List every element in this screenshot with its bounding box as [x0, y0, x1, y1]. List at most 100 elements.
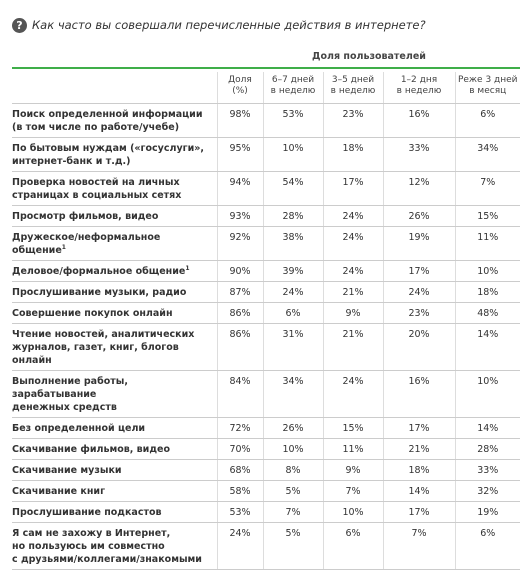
value-cell: 53%: [262, 103, 323, 138]
row-label: Выполнение работы, зарабатывание денежных…: [12, 370, 217, 418]
row-label: Скачивание фильмов, видео: [12, 438, 217, 460]
value-cell: 8%: [262, 459, 323, 481]
column-header: 1–2 дня в неделю: [382, 72, 455, 104]
value-cell: 87%: [216, 281, 263, 303]
value-cell: 14%: [454, 417, 520, 439]
value-cell: 39%: [262, 260, 323, 282]
row: Дружеское/неформальное общение1 92% 38% 24%…: [12, 226, 520, 261]
row-label-line: По бытовым нуждам («госуслуги»,: [12, 142, 205, 154]
question-text: Как часто вы совершали перечисленные дей…: [32, 18, 426, 32]
row: Скачивание книг 58% 5% 7% 14% 32%: [12, 480, 520, 502]
value-cell: 7%: [322, 480, 383, 502]
value-cell: 17%: [382, 260, 455, 282]
row-label: Я сам не захожу в Интернет, но пользуюсь …: [12, 522, 217, 570]
row-label: Дружеское/неформальное общение1: [12, 226, 217, 261]
value-cell: 12%: [382, 171, 455, 206]
value-cell: 6%: [454, 522, 520, 570]
row: По бытовым нуждам («госуслуги», интернет-…: [12, 137, 520, 172]
row-label-line: интернет-банк и т.д.): [12, 155, 131, 167]
row: Чтение новостей, аналитических журналов, …: [12, 323, 520, 371]
column-header-line: в неделю: [396, 86, 442, 96]
value-cell: 26%: [262, 417, 323, 439]
row-label: Проверка новостей на личных страницах в с…: [12, 171, 217, 206]
row-label: Скачивание музыки: [12, 459, 217, 481]
value-cell: 28%: [454, 438, 520, 460]
column-header-line: в неделю: [330, 86, 376, 96]
row-label-line: Скачивание музыки: [12, 464, 122, 476]
table-body: Поиск определенной информации (в том числ…: [12, 103, 520, 570]
column-header-line: в месяц: [469, 86, 507, 96]
page: ? Как часто вы совершали перечисленные де…: [12, 17, 520, 570]
value-cell: 24%: [382, 281, 455, 303]
value-cell: 19%: [382, 226, 455, 261]
value-cell: 7%: [262, 501, 323, 523]
column-header-line: 3–5 дней: [331, 75, 375, 85]
value-cell: 24%: [262, 281, 323, 303]
value-cell: 86%: [216, 323, 263, 371]
value-cell: 24%: [216, 522, 263, 570]
value-cell: 7%: [382, 522, 455, 570]
value-cell: 15%: [454, 205, 520, 227]
header-row: Доля (%) 6–7 дней в неделю 3–5 дней в неделю 1…: [12, 72, 520, 104]
value-cell: 23%: [322, 103, 383, 138]
value-cell: 24%: [322, 370, 383, 418]
footnote-mark: 1: [61, 243, 66, 251]
value-cell: 23%: [382, 302, 455, 324]
value-cell: 9%: [322, 459, 383, 481]
value-cell: 11%: [322, 438, 383, 460]
column-header: Реже 3 дней в месяц: [454, 72, 520, 104]
value-cell: 93%: [216, 205, 263, 227]
row-label-line: Чтение новостей, аналитических: [12, 328, 195, 340]
row-label-line: Деловое/формальное общение: [12, 265, 186, 277]
column-header-line: 6–7 дней: [271, 75, 315, 85]
row-label-line: Скачивание книг: [12, 485, 106, 497]
row-label: Прослушивание подкастов: [12, 501, 217, 523]
divider: [12, 67, 520, 69]
value-cell: 21%: [322, 281, 383, 303]
row-label-line: страницах в социальных сетях: [12, 189, 182, 201]
row: Совершение покупок онлайн 86% 6% 9% 23% 48%: [12, 302, 520, 324]
value-cell: 34%: [262, 370, 323, 418]
value-cell: 10%: [322, 501, 383, 523]
group-header: Доля пользователей: [312, 51, 426, 62]
row-label-line: с друзьями/коллегами/знакомыми: [12, 553, 202, 565]
value-cell: 32%: [454, 480, 520, 502]
value-cell: 15%: [322, 417, 383, 439]
column-header-line: Доля: [228, 75, 252, 85]
row-label: Прослушивание музыки, радио: [12, 281, 217, 303]
value-cell: 92%: [216, 226, 263, 261]
row-label-line: (в том числе по работе/учебе): [12, 121, 180, 133]
row: Прослушивание подкастов 53% 7% 10% 17% 19%: [12, 501, 520, 523]
value-cell: 17%: [382, 501, 455, 523]
value-cell: 6%: [262, 302, 323, 324]
row-label: Скачивание книг: [12, 480, 217, 502]
value-cell: 19%: [454, 501, 520, 523]
row-label-line: Прослушивание музыки, радио: [12, 286, 187, 298]
value-cell: 58%: [216, 480, 263, 502]
row: Без определенной цели 72% 26% 15% 17% 14%: [12, 417, 520, 439]
row: Поиск определенной информации (в том числ…: [12, 103, 520, 138]
value-cell: 53%: [216, 501, 263, 523]
value-cell: 38%: [262, 226, 323, 261]
row-label-line: Прослушивание подкастов: [12, 506, 162, 518]
value-cell: 7%: [454, 171, 520, 206]
table: Доля (%) 6–7 дней в неделю 3–5 дней в неделю 1…: [12, 72, 520, 570]
row: Скачивание фильмов, видео 70% 10% 11% 21% 28%: [12, 438, 520, 460]
help-icon: ?: [12, 17, 27, 33]
row-label-line: Проверка новостей на личных: [12, 176, 180, 188]
footnote-mark: 1: [185, 264, 190, 272]
value-cell: 48%: [454, 302, 520, 324]
value-cell: 14%: [382, 480, 455, 502]
value-cell: 68%: [216, 459, 263, 481]
row-label-line: денежных средств: [12, 401, 117, 413]
row-label-line: Дружеское/неформальное общение1: [12, 231, 215, 257]
row-label-line: Просмотр фильмов, видео: [12, 210, 159, 222]
row-label-line: Деловое/формальное общение1: [12, 265, 215, 278]
value-cell: 17%: [322, 171, 383, 206]
value-cell: 16%: [382, 103, 455, 138]
value-cell: 6%: [322, 522, 383, 570]
value-cell: 24%: [322, 205, 383, 227]
value-cell: 31%: [262, 323, 323, 371]
row: Прослушивание музыки, радио 87% 24% 21% 24% 1…: [12, 281, 520, 303]
value-cell: 33%: [454, 459, 520, 481]
